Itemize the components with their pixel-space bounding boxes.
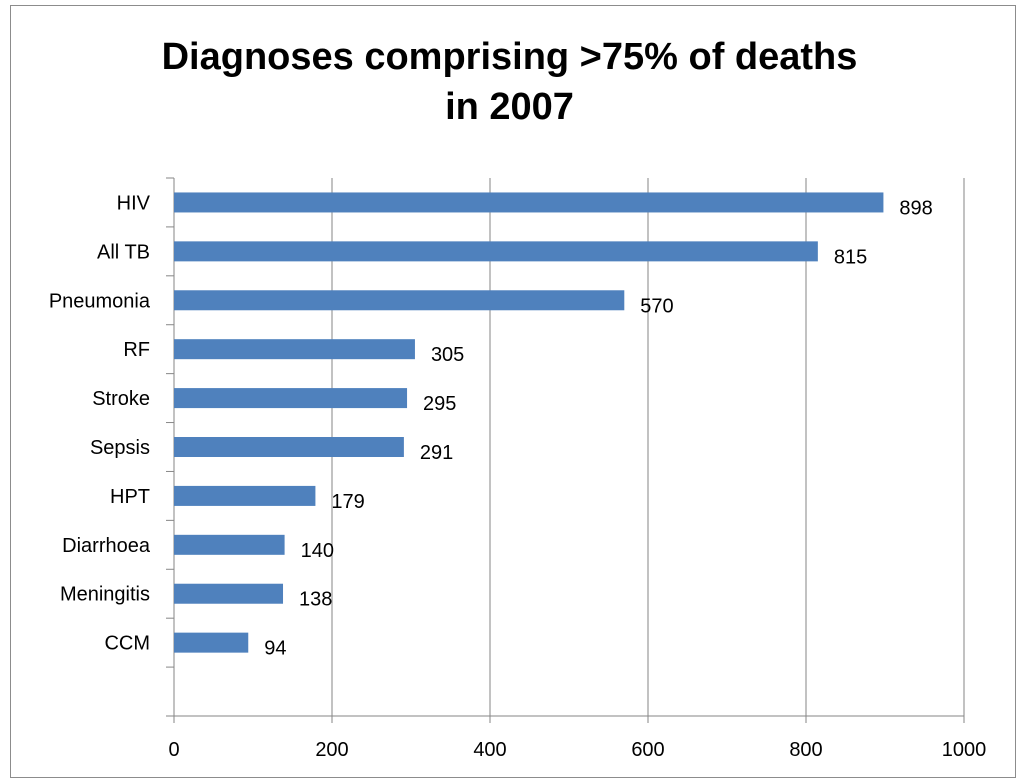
- x-tick-label: 600: [631, 739, 664, 761]
- bar: [174, 583, 284, 604]
- x-tick-label: 800: [789, 739, 822, 761]
- x-tick-label: 200: [315, 739, 348, 761]
- data-label: 815: [834, 246, 867, 268]
- data-label: 305: [431, 344, 464, 366]
- category-label: CCM: [104, 633, 150, 655]
- category-label: HIV: [117, 192, 151, 214]
- bar: [174, 534, 285, 555]
- data-label: 291: [420, 442, 453, 464]
- category-label: All TB: [97, 241, 150, 263]
- bar: [174, 632, 249, 653]
- bar: [174, 290, 625, 311]
- x-tick-label: 0: [168, 739, 179, 761]
- chart-title: Diagnoses comprising >75% of deaths in 2…: [0, 32, 1019, 132]
- bar: [174, 388, 408, 409]
- category-label: HPT: [110, 486, 150, 508]
- bar: [174, 437, 404, 457]
- bar: [174, 339, 415, 360]
- category-label: Stroke: [92, 388, 150, 410]
- data-label: 94: [264, 638, 286, 660]
- bar: [174, 192, 884, 213]
- category-label: Meningitis: [60, 584, 150, 606]
- x-tick-label: 1000: [942, 739, 987, 761]
- category-label: RF: [123, 339, 150, 361]
- x-tick-label: 400: [473, 739, 506, 761]
- data-label: 138: [299, 589, 332, 611]
- bar: [174, 241, 818, 262]
- category-label: Pneumonia: [49, 290, 151, 312]
- data-label: 140: [301, 540, 334, 562]
- data-label: 179: [331, 491, 364, 513]
- bar: [174, 485, 316, 506]
- data-label: 898: [899, 197, 932, 219]
- chart-title-line-1: Diagnoses comprising >75% of deaths: [161, 36, 858, 78]
- chart-title-line-2: in 2007: [445, 86, 574, 128]
- category-label: Diarrhoea: [62, 535, 151, 557]
- data-label: 570: [640, 295, 673, 317]
- category-label: Sepsis: [90, 437, 150, 459]
- data-label: 295: [423, 393, 456, 415]
